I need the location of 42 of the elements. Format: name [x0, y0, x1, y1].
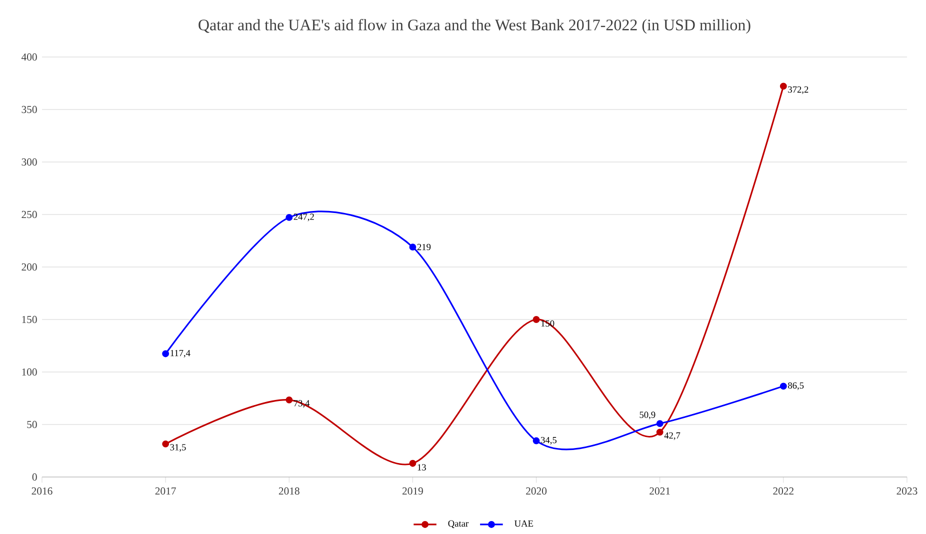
point [656, 420, 664, 428]
y-tick-label: 200 [22, 263, 37, 271]
legend-label: Qatar [448, 520, 469, 528]
data-label: 31,5 [170, 444, 186, 452]
point [162, 350, 170, 358]
data-label: 86,5 [788, 382, 804, 390]
x-tick-label: 2023 [896, 487, 918, 495]
y-tick-label: 400 [22, 53, 37, 61]
y-tick-label: 0 [32, 473, 37, 481]
point [780, 82, 787, 90]
point [409, 244, 416, 251]
x-tick-label: 2017 [155, 487, 176, 495]
y-tick-label: 150 [22, 316, 37, 324]
point [409, 460, 416, 467]
point [532, 316, 540, 324]
x-tick-label: 2020 [526, 487, 547, 495]
y-tick-label: 50 [27, 420, 37, 428]
x-tick-label: 2021 [650, 487, 670, 495]
data-label: 247,2 [294, 214, 314, 222]
chart-title: Qatar and the UAE's aid flow in Gaza and the West Bank 2017-2022 (in USD million) [198, 18, 750, 34]
point [532, 437, 540, 444]
legend-label: UAE [514, 520, 533, 527]
y-tick-label: 250 [22, 210, 37, 218]
y-tick-label: 100 [22, 368, 37, 376]
x-tick-label: 2018 [278, 487, 300, 495]
point [162, 440, 170, 448]
point [286, 396, 293, 404]
data-label: 372,2 [788, 86, 808, 94]
y-tick-label: 350 [22, 106, 37, 114]
data-label: 50,9 [640, 412, 656, 420]
data-label: 117,4 [170, 350, 190, 358]
data-label: 34,5 [540, 437, 557, 445]
point [780, 382, 787, 390]
data-label: 13 [418, 464, 426, 471]
x-tick-label: 2022 [773, 487, 794, 495]
x-tick-label: 2019 [402, 487, 423, 495]
x-tick-label: 2016 [32, 487, 52, 495]
data-label: 219 [417, 244, 431, 250]
y-tick-label: 300 [22, 158, 37, 166]
point [656, 428, 664, 436]
data-label: 42,7 [664, 432, 680, 440]
point [286, 214, 293, 221]
